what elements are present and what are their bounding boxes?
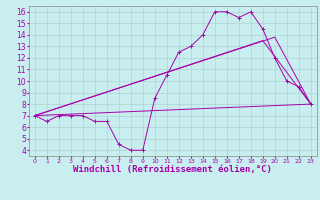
X-axis label: Windchill (Refroidissement éolien,°C): Windchill (Refroidissement éolien,°C) bbox=[73, 165, 272, 174]
